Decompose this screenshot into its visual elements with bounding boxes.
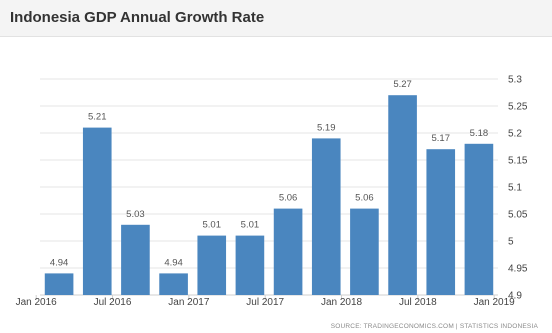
bar [350,208,379,295]
x-tick-label: Jul 2018 [399,297,437,308]
data-label: 5.06 [279,193,298,204]
grid-lines [40,78,498,296]
bar [235,235,265,295]
bar [197,235,227,295]
source-note: SOURCE: TRADINGECONOMICS.COM | STATISTIC… [330,323,538,330]
x-tick-label: Jul 2017 [246,297,284,308]
bar-chart: 4.94 5.21 5.03 4.94 5.01 5.01 5.06 5.19 5.06 5.27… [16,75,528,309]
bar [44,273,74,295]
y-tick-label: 4.95 [508,264,528,275]
data-label: 5.27 [393,79,412,90]
y-tick-label: 5.3 [508,75,522,86]
bar [82,127,112,295]
title-bar: Indonesia GDP Annual Growth Rate [0,0,552,37]
bar [311,138,341,295]
data-label: 4.94 [50,257,69,268]
bars [44,95,494,295]
chart-title: Indonesia GDP Annual Growth Rate [10,9,265,26]
data-label: 5.06 [355,193,374,204]
y-tick-label: 5.2 [508,129,522,140]
data-label: 5.18 [470,128,489,139]
data-label: 5.17 [432,133,451,144]
data-label: 4.94 [164,257,183,268]
bar [464,143,494,295]
bar [121,224,150,295]
data-label: 5.01 [203,220,222,231]
data-label: 5.21 [88,112,107,123]
data-label: 5.19 [317,122,336,133]
y-axis-ticks: 4.9 4.95 5 5.05 5.1 5.15 5.2 5.25 5.3 [508,75,528,302]
data-label: 5.03 [126,209,145,220]
y-tick-label: 4.9 [508,291,522,302]
data-label: 5.01 [241,220,260,231]
x-tick-label: Jul 2016 [94,297,132,308]
x-tick-label: Jan 2018 [321,297,363,308]
x-tick-label: Jan 2016 [16,297,58,308]
x-tick-label: Jan 2017 [168,297,210,308]
bar [426,149,456,295]
bar [388,95,417,295]
data-labels: 4.94 5.21 5.03 4.94 5.01 5.01 5.06 5.19 5.06 5.27… [50,79,488,268]
y-tick-label: 5.1 [508,183,522,194]
y-tick-label: 5 [508,237,514,248]
bar [159,273,188,295]
y-tick-label: 5.15 [508,156,528,167]
y-tick-label: 5.05 [508,210,528,221]
x-tick-label: Jan 2019 [474,297,516,308]
x-axis-ticks: Jan 2016 Jul 2016 Jan 2017 Jul 2017 Jan 2018… [16,295,516,308]
bar [273,208,303,295]
y-tick-label: 5.25 [508,102,528,113]
